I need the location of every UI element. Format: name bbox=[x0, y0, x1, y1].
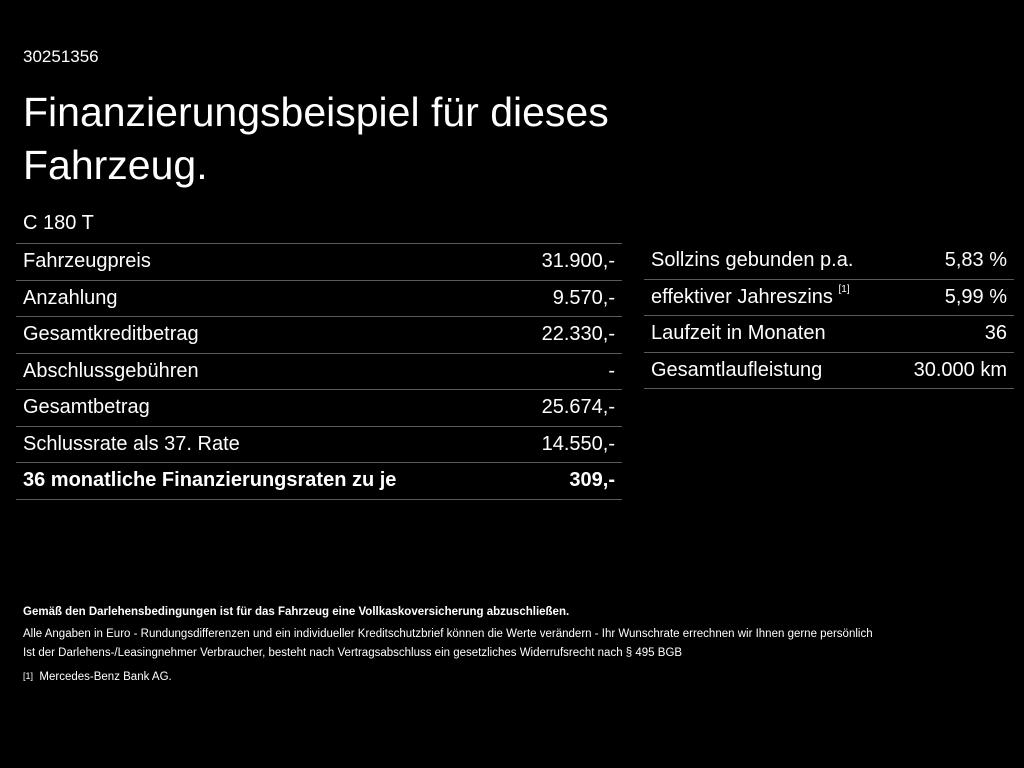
vehicle-id: 30251356 bbox=[23, 47, 99, 66]
table-row: Gesamtkreditbetrag 22.330,- bbox=[16, 316, 622, 354]
financing-table: Fahrzeugpreis 31.900,- Anzahlung 9.570,- G… bbox=[16, 243, 622, 500]
insurance-note: Gemäß den Darlehensbedingungen ist für d… bbox=[23, 606, 570, 618]
footnote-mark: [1] bbox=[23, 671, 34, 681]
table-row: Laufzeit in Monaten 36 bbox=[644, 315, 1014, 353]
row-value: 5,99 % bbox=[891, 279, 1014, 316]
table-row: Fahrzeugpreis 31.900,- bbox=[16, 243, 622, 281]
table-row: Anzahlung 9.570,- bbox=[16, 280, 622, 317]
row-value: 5,83 % bbox=[891, 243, 1014, 280]
model-name: C 180 T bbox=[23, 212, 94, 234]
table-row: effektiver Jahreszins [1] 5,99 % bbox=[644, 279, 1014, 316]
footnote: [1] Mercedes-Benz Bank AG. bbox=[23, 671, 172, 683]
row-label: effektiver Jahreszins bbox=[651, 285, 833, 308]
row-value: 25.674,- bbox=[510, 389, 622, 427]
row-label: Gesamtkreditbetrag bbox=[16, 316, 511, 354]
monthly-rate-row: 36 monatliche Finanzierungsraten zu je 30… bbox=[16, 462, 622, 500]
row-label: Laufzeit in Monaten bbox=[644, 315, 892, 353]
table-row: Gesamtbetrag 25.674,- bbox=[16, 389, 622, 427]
row-value: 31.900,- bbox=[510, 243, 622, 281]
interest-table: Sollzins gebunden p.a. 5,83 % effektiver … bbox=[644, 243, 1014, 389]
row-value: 309,- bbox=[510, 462, 622, 500]
footnote-text: Mercedes-Benz Bank AG. bbox=[39, 671, 172, 683]
row-value: 9.570,- bbox=[510, 280, 622, 317]
row-value: 36 bbox=[891, 315, 1014, 353]
disclaimer-line-1: Alle Angaben in Euro - Rundungsdifferenz… bbox=[23, 628, 873, 640]
row-value: 22.330,- bbox=[510, 316, 622, 354]
row-label: Anzahlung bbox=[16, 280, 511, 317]
row-label-cell: effektiver Jahreszins [1] bbox=[644, 279, 892, 316]
table-row: Schlussrate als 37. Rate 14.550,- bbox=[16, 426, 622, 463]
row-label: Schlussrate als 37. Rate bbox=[16, 426, 511, 463]
row-value: 14.550,- bbox=[510, 426, 622, 463]
table-row: Sollzins gebunden p.a. 5,83 % bbox=[644, 243, 1014, 280]
row-label: Abschlussgebühren bbox=[16, 353, 511, 390]
row-value: - bbox=[510, 353, 622, 390]
row-label: Gesamtlaufleistung bbox=[644, 352, 892, 389]
row-value: 30.000 km bbox=[891, 352, 1014, 389]
table-row: Abschlussgebühren - bbox=[16, 353, 622, 390]
page-title: Finanzierungsbeispiel für dieses Fahrzeu… bbox=[23, 89, 609, 188]
table-row: Gesamtlaufleistung 30.000 km bbox=[644, 352, 1014, 389]
row-label: 36 monatliche Finanzierungsraten zu je bbox=[16, 462, 511, 500]
row-label: Fahrzeugpreis bbox=[16, 243, 511, 281]
row-label: Sollzins gebunden p.a. bbox=[644, 243, 892, 280]
row-label: Gesamtbetrag bbox=[16, 389, 511, 427]
disclaimer-line-2: Ist der Darlehens-/Leasingnehmer Verbrau… bbox=[23, 647, 683, 659]
footnote-ref: [1] bbox=[838, 283, 850, 295]
